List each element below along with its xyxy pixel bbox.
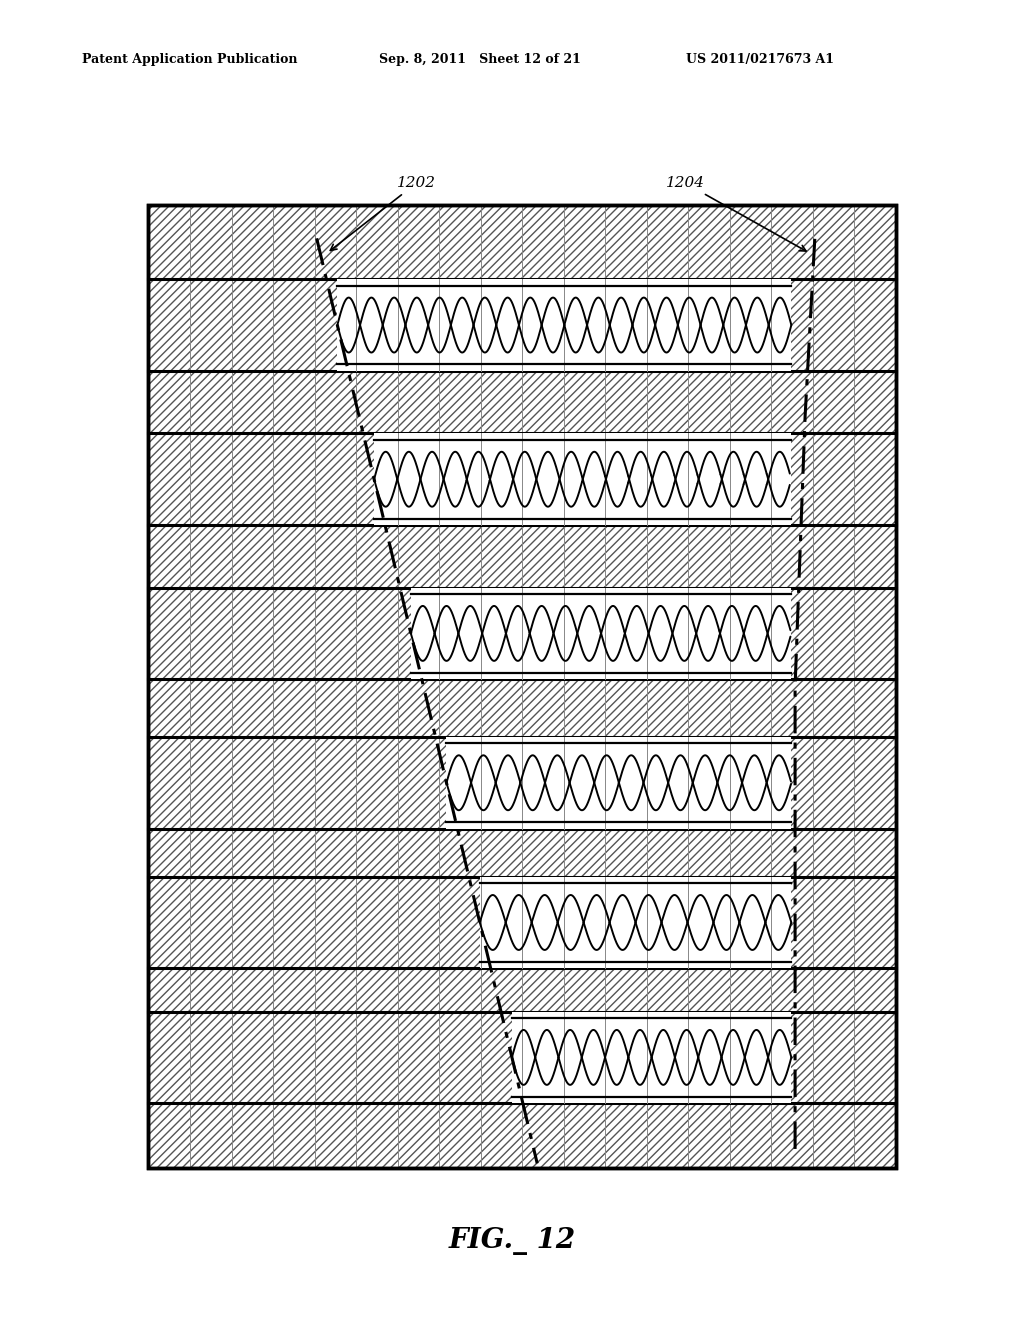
Bar — [446, 737, 792, 829]
Bar — [480, 876, 792, 969]
Bar — [411, 587, 792, 680]
Bar — [374, 433, 792, 525]
Text: FIG._ 12: FIG._ 12 — [449, 1226, 575, 1255]
Bar — [148, 205, 896, 1168]
Text: 1202: 1202 — [331, 177, 435, 251]
Text: Sep. 8, 2011   Sheet 12 of 21: Sep. 8, 2011 Sheet 12 of 21 — [379, 53, 581, 66]
Bar — [337, 280, 792, 371]
Bar — [148, 205, 896, 1168]
Text: Patent Application Publication: Patent Application Publication — [82, 53, 297, 66]
Text: 1204: 1204 — [666, 177, 806, 251]
Bar — [512, 1011, 792, 1104]
Bar — [148, 205, 896, 1168]
Text: US 2011/0217673 A1: US 2011/0217673 A1 — [686, 53, 835, 66]
Bar — [148, 205, 896, 1168]
